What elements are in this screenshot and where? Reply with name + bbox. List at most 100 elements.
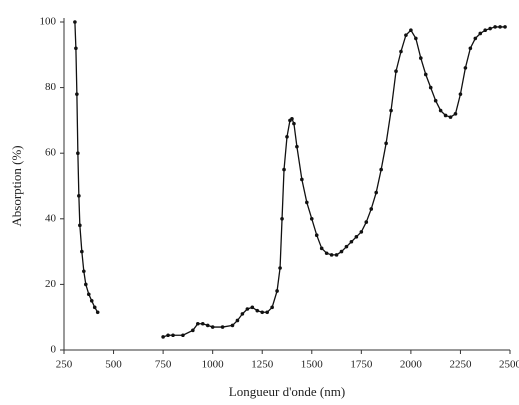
- data-point: [309, 217, 314, 221]
- data-point: [240, 312, 245, 316]
- data-point: [196, 321, 200, 326]
- data-point: [278, 266, 282, 270]
- x-tick-label: 750: [155, 359, 172, 371]
- x-tick-label: 2500: [499, 359, 519, 371]
- y-tick-label: 40: [45, 212, 57, 224]
- y-tick-label: 0: [51, 344, 57, 356]
- x-tick-label: 250: [56, 359, 73, 371]
- data-point: [374, 190, 379, 195]
- data-point: [419, 56, 423, 60]
- data-point: [265, 310, 269, 315]
- data-point: [77, 194, 81, 198]
- data-point: [285, 135, 289, 139]
- data-point: [89, 299, 94, 303]
- y-tick-label: 100: [40, 16, 57, 28]
- data-point: [438, 108, 443, 113]
- data-point: [300, 177, 304, 182]
- x-tick-label: 2250: [449, 359, 472, 371]
- data-point: [200, 321, 205, 326]
- data-point: [349, 239, 354, 244]
- data-point: [75, 92, 79, 96]
- data-point: [74, 46, 78, 51]
- data-point: [453, 112, 458, 116]
- data-point: [483, 28, 488, 32]
- data-point: [280, 217, 284, 221]
- data-point: [379, 167, 383, 172]
- data-point: [324, 251, 329, 256]
- data-point: [191, 328, 195, 333]
- data-point: [80, 249, 84, 254]
- y-tick-label: 60: [45, 147, 57, 159]
- data-point: [463, 66, 468, 70]
- data-point: [181, 333, 185, 338]
- y-tick-label: 20: [45, 278, 57, 290]
- data-point: [433, 98, 438, 103]
- data-point: [478, 31, 483, 36]
- data-point: [404, 33, 408, 37]
- data-point: [344, 244, 349, 249]
- data-point: [84, 282, 88, 287]
- data-point: [282, 167, 286, 172]
- data-point: [369, 207, 374, 211]
- y-tick-label: 80: [45, 81, 57, 93]
- data-point: [260, 310, 265, 315]
- data-point: [76, 151, 80, 155]
- data-point: [250, 305, 255, 310]
- data-point: [364, 220, 369, 224]
- data-point: [73, 20, 77, 24]
- data-point: [255, 308, 260, 313]
- data-point: [443, 113, 448, 118]
- x-tick-label: 1500: [301, 359, 324, 371]
- data-point: [92, 305, 97, 310]
- data-point: [305, 200, 309, 205]
- data-point: [329, 253, 334, 257]
- data-point: [503, 25, 507, 29]
- data-point: [319, 246, 324, 251]
- data-point: [275, 289, 279, 293]
- data-point: [290, 116, 294, 121]
- data-point: [235, 318, 240, 323]
- data-point: [95, 310, 100, 315]
- data-point: [82, 269, 86, 274]
- data-point: [230, 323, 235, 328]
- data-point: [339, 249, 344, 254]
- data-point: [86, 292, 91, 297]
- data-point: [473, 36, 478, 41]
- x-tick-label: 1000: [202, 359, 225, 371]
- data-point: [171, 333, 175, 338]
- x-tick-label: 2000: [400, 359, 423, 371]
- data-point: [245, 307, 250, 311]
- data-point: [493, 25, 497, 29]
- x-tick-label: 500: [105, 359, 122, 371]
- data-point: [409, 28, 413, 32]
- data-point: [468, 46, 473, 51]
- x-tick-label: 1750: [350, 359, 373, 371]
- data-point: [78, 223, 82, 228]
- data-point: [295, 144, 299, 149]
- data-point: [399, 49, 403, 54]
- data-point: [384, 141, 388, 146]
- data-point: [334, 253, 339, 257]
- data-point: [458, 92, 463, 96]
- y-axis-title: Absorption (%): [9, 145, 24, 226]
- data-point: [394, 69, 398, 73]
- data-point: [428, 85, 433, 90]
- data-point: [270, 305, 274, 310]
- data-point: [448, 115, 453, 119]
- data-point: [423, 72, 428, 77]
- data-point: [220, 325, 225, 329]
- data-point: [292, 121, 296, 126]
- data-point: [354, 235, 359, 239]
- data-point: [359, 230, 364, 234]
- data-point: [314, 233, 319, 237]
- data-point: [205, 323, 210, 328]
- data-point: [210, 325, 215, 329]
- data-point: [488, 26, 492, 31]
- data-line: [74, 21, 506, 338]
- data-point: [389, 108, 393, 113]
- data-point: [166, 333, 170, 338]
- data-point: [414, 36, 418, 41]
- x-tick-label: 1250: [251, 359, 274, 371]
- x-axis-title: Longueur d'onde (nm): [229, 384, 345, 399]
